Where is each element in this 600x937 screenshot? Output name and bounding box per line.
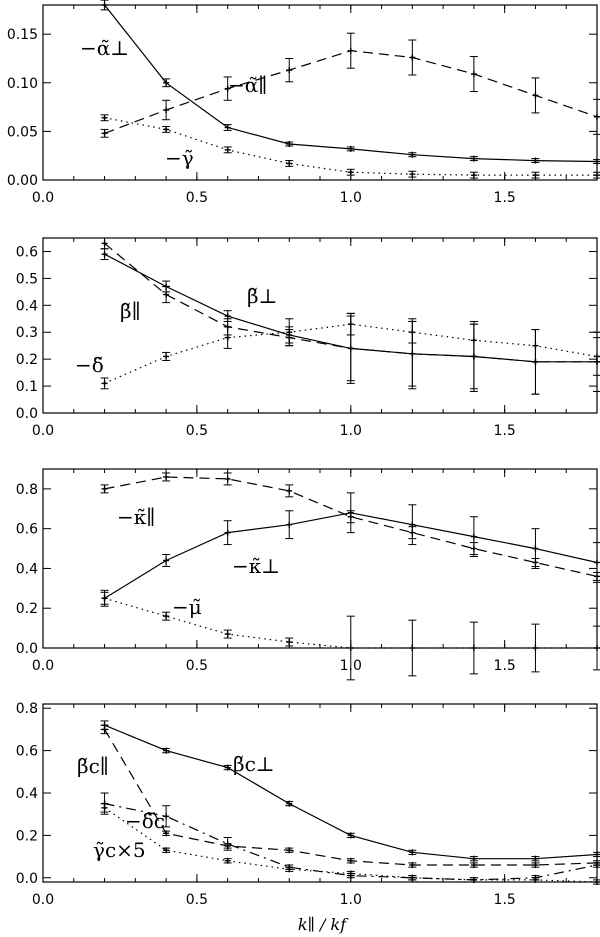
series-line (104, 729, 598, 866)
series-line (104, 4, 598, 163)
y-tick-label: 0.0 (16, 641, 38, 657)
y-tick-label: 0.15 (7, 27, 38, 43)
y-tick-label: 0.3 (16, 325, 38, 341)
series-annotation: −δ̃ (75, 353, 104, 377)
series-annotation: β̃c∥ (77, 754, 109, 778)
x-tick-label: 0.5 (186, 423, 208, 439)
y-tick-label: 0.0 (16, 406, 38, 422)
x-tick-label: 0.5 (186, 892, 208, 908)
y-tick-label: 0.4 (16, 561, 38, 577)
y-tick-label: 0.2 (16, 352, 38, 368)
y-tick-label: 0.5 (16, 271, 38, 287)
series-annotation: γ̃c×5 (93, 838, 146, 862)
x-tick-label: 1.5 (494, 658, 516, 674)
series-annotation: β̃⊥ (247, 284, 277, 308)
x-tick-label: 0.0 (32, 658, 54, 674)
x-axis-label: k∥ / kf (298, 915, 349, 934)
y-tick-label: 0.6 (16, 744, 38, 760)
y-tick-label: 0.2 (16, 601, 38, 617)
panel-alpha-gamma: 0.0 0.5 1.0 1.5 0.00 0.05 0.10 0.15 −α̃⊥ −α̃∥ −γ̃ (7, 0, 600, 206)
x-tick-label: 1.0 (340, 190, 362, 206)
x-tick-label: 0.5 (186, 190, 208, 206)
series-annotation: β̃∥ (120, 299, 141, 323)
x-tick-label: 0.0 (32, 423, 54, 439)
series-line (104, 323, 598, 384)
x-tick-label: 1.5 (494, 423, 516, 439)
x-tick-label: 1.0 (340, 892, 362, 908)
y-tick-label: 0.6 (16, 244, 38, 260)
x-tick-label: 0.0 (32, 190, 54, 206)
y-tick-label: 0.10 (7, 76, 38, 92)
series-annotation: −α̃∥ (228, 73, 268, 97)
y-tick-label: 0.0 (16, 871, 38, 887)
series-annotation: −κ̃⊥ (232, 554, 280, 578)
y-tick-label: 0.8 (16, 482, 38, 498)
series-annotation: −δ̃c (125, 809, 165, 833)
panel-kappa-mu: 0.0 0.5 1.0 1.50.00.20.40.60.8−κ̃∥−κ̃⊥−μ̃ (16, 468, 600, 681)
y-tick-label: 0.4 (16, 298, 38, 314)
y-tick-label: 0.00 (7, 173, 38, 189)
series-annotation: β̃c⊥ (233, 752, 275, 776)
panel-beta-c-delta-c-gamma-c: 0.0 0.5 1.0 1.5 0.0 0.2 0.4 0.6 0.8 β̃c∥ β̃c⊥ −δ̃c γ… (16, 701, 600, 908)
series-line (104, 476, 598, 577)
x-tick-label: 1.5 (494, 190, 516, 206)
series-line (104, 724, 598, 860)
y-tick-label: 0.6 (16, 522, 38, 538)
panel-beta-delta: 0.0 0.5 1.0 1.5 0.0 0.1 0.2 0.3 0.4 0.5 0.6 β̃∥ β̃⊥ −… (16, 237, 600, 439)
x-tick-label: 0.5 (186, 658, 208, 674)
series-annotation: −α̃⊥ (80, 36, 129, 60)
series-annotation: −μ̃ (172, 595, 202, 619)
y-tick-label: 0.2 (16, 828, 38, 844)
x-tick-label: 1.5 (494, 892, 516, 908)
x-tick-label: 0.0 (32, 892, 54, 908)
y-tick-label: 0.8 (16, 701, 38, 717)
y-tick-label: 0.4 (16, 786, 38, 802)
y-tick-label: 0.1 (16, 379, 38, 395)
plot-frame (42, 237, 598, 414)
series-annotation: −κ̃∥ (117, 505, 156, 529)
plot-frame (42, 468, 598, 649)
series-annotation: −γ̃ (165, 146, 194, 170)
series-line (104, 803, 598, 881)
y-tick-label: 0.05 (7, 124, 38, 140)
x-tick-label: 1.0 (340, 423, 362, 439)
